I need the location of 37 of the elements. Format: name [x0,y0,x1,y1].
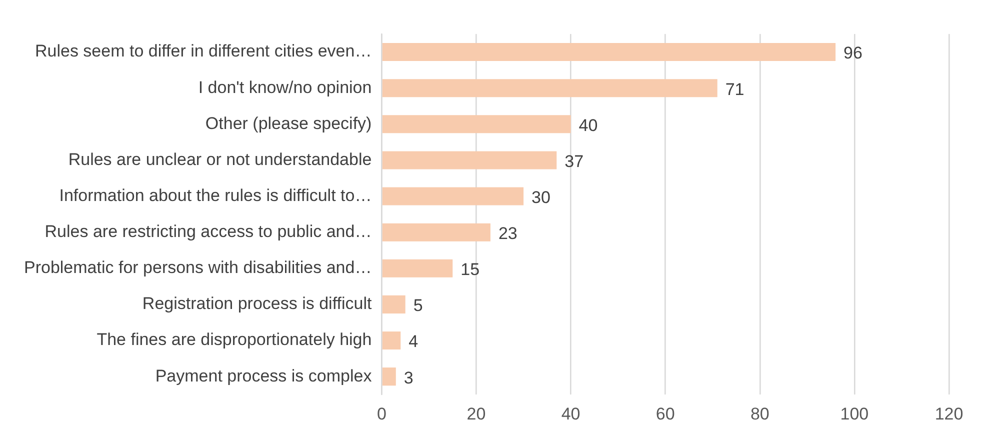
y-tick-label: Other (please specify) [205,114,372,133]
bar [382,187,524,206]
y-tick-label: Rules are restricting access to public and… [44,222,372,242]
bar [382,43,836,62]
bar [382,259,453,278]
bar [382,151,557,170]
data-label: 30 [532,188,550,207]
data-label: 40 [578,116,598,135]
bar [382,295,406,314]
x-tick-label: 60 [656,404,675,424]
y-tick-label: Problematic for persons with disabilities and… [24,258,372,278]
data-label: 15 [460,260,480,280]
data-label: 3 [404,368,414,388]
bar [382,331,401,350]
bar [382,115,571,134]
data-label: 37 [564,152,584,171]
y-tick-label: The fines are disproportionately high [96,330,372,350]
data-label: 23 [498,224,518,244]
data-label: 4 [408,332,418,352]
y-tick-label: Registration process is difficult [142,294,372,314]
data-label: 96 [844,44,862,63]
data-label: 5 [413,296,423,316]
y-tick-label: Payment process is complex [155,366,372,386]
x-tick-label: 120 [934,404,964,424]
x-tick-label: 20 [466,404,486,424]
x-tick-label: 0 [376,404,386,424]
data-label: 71 [725,80,744,99]
y-tick-label: I don't know/no opinion [198,78,372,97]
x-tick-label: 40 [561,404,580,424]
y-tick-label: Rules are unclear or not understandable [68,150,372,169]
y-tick-label: Information about the rules is difficult to… [59,186,372,205]
bar [382,223,490,242]
x-tick-label: 100 [840,404,869,424]
y-tick-label: Rules seem to differ in different cities even… [34,42,372,61]
x-tick-label: 80 [750,404,770,424]
bar [382,79,718,98]
bar [382,368,396,386]
